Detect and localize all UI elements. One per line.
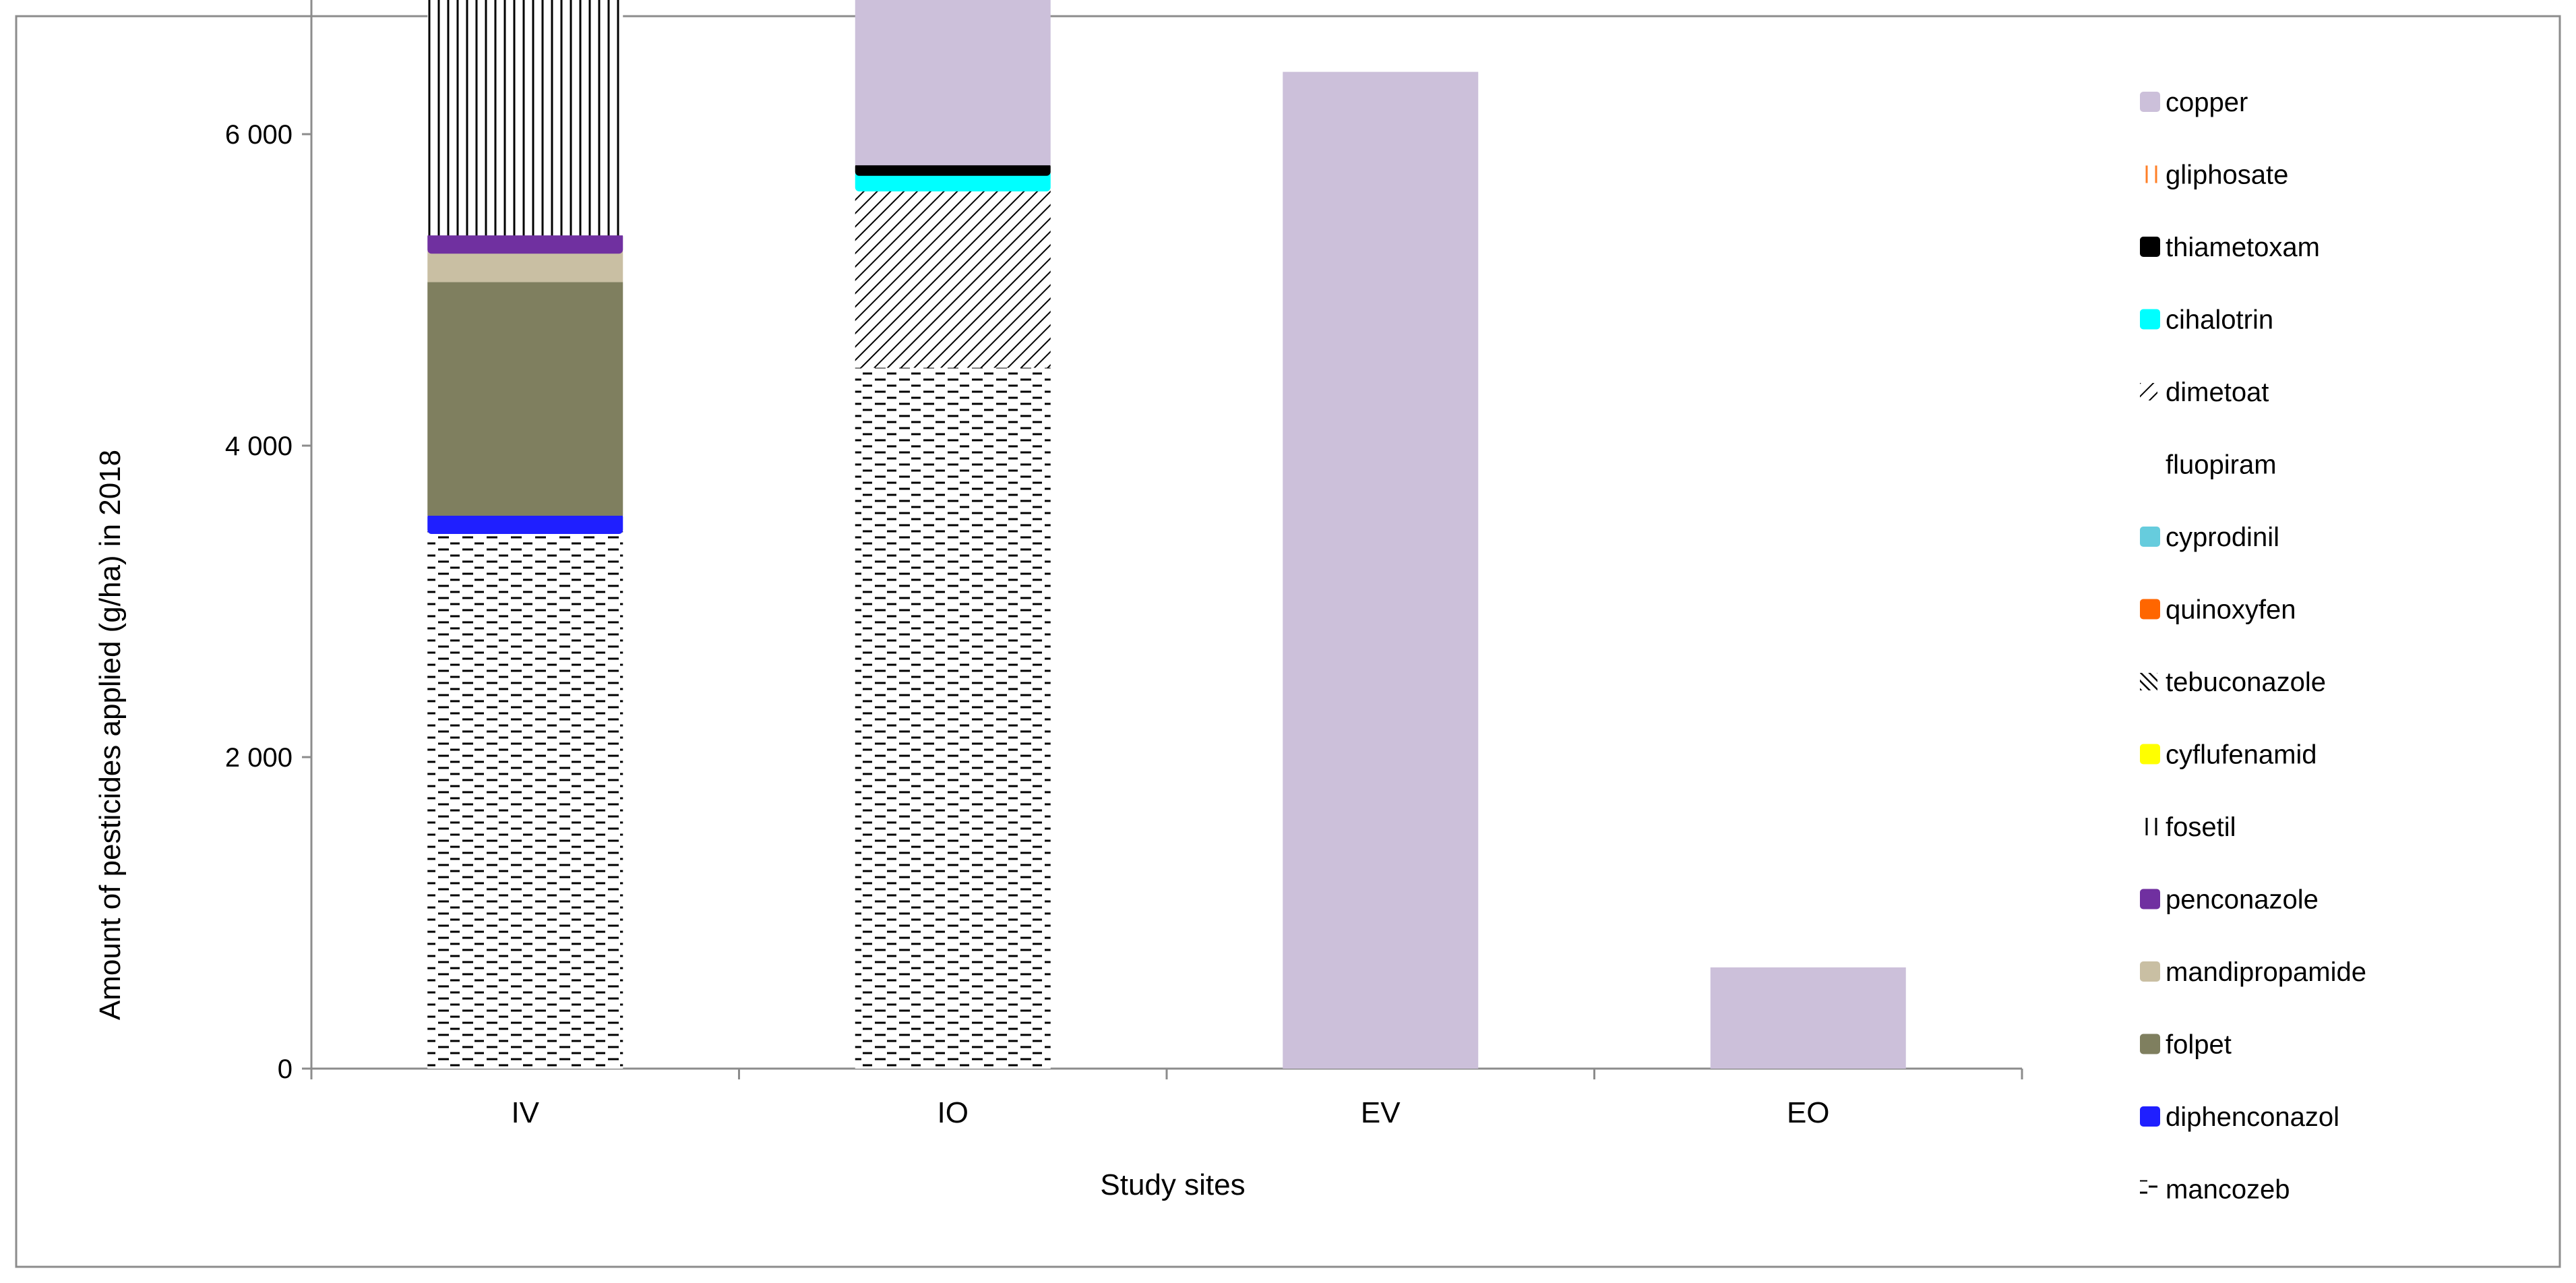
bar-ev-copper — [1283, 71, 1479, 1069]
legend-swatch — [2140, 454, 2160, 475]
legend-label: copper — [2166, 88, 2248, 117]
legend-label: quinoxyfen — [2166, 595, 2296, 625]
bar-io-thiametoxam — [855, 162, 1051, 176]
legend-swatch — [2140, 527, 2160, 547]
legend-swatch — [2140, 92, 2160, 112]
legend-item-mancozeb: mancozeb — [2140, 1175, 2290, 1205]
legend-item-folpet: folpet — [2140, 1030, 2232, 1060]
legend-label: cihalotrin — [2166, 305, 2273, 335]
legend-item-cyflufenamid: cyflufenamid — [2140, 740, 2317, 770]
legend-item-fluopiram: fluopiram — [2140, 450, 2277, 480]
bar-iv-diphenconazol — [427, 512, 623, 535]
legend-label: mandipropamide — [2166, 957, 2366, 987]
y-tick-label: 0 — [278, 1054, 293, 1084]
legend-swatch — [2140, 165, 2157, 183]
legend-label: fluopiram — [2166, 450, 2277, 480]
bar-iv-folpet — [427, 282, 623, 516]
legend-item-quinoxyfen: quinoxyfen — [2140, 595, 2296, 625]
legend-label: gliphosate — [2166, 160, 2288, 190]
bar-iv-mancozeb — [427, 531, 623, 1069]
legend-item-gliphosate: gliphosate — [2140, 160, 2288, 190]
legend-swatch — [2140, 309, 2160, 330]
legend-item-fosetil: fosetil — [2140, 812, 2236, 842]
legend-item-mandipropamide: mandipropamide — [2140, 957, 2366, 987]
legend-item-diphenconazol: diphenconazol — [2140, 1102, 2339, 1132]
legend-item-tebuconazole: tebuconazole — [2140, 667, 2326, 697]
x-axis-label: Study sites — [1100, 1168, 1245, 1201]
legend-swatch — [2140, 744, 2160, 765]
legend-label: diphenconazol — [2166, 1102, 2339, 1132]
legend-item-cyprodinil: cyprodinil — [2140, 523, 2279, 552]
bar-iv-mandipropamide — [427, 251, 623, 282]
legend-label: cyflufenamid — [2166, 740, 2317, 770]
y-tick-label: 2 000 — [225, 743, 293, 773]
bar-io-mancozeb — [855, 367, 1051, 1069]
legend-swatch — [2140, 1180, 2157, 1198]
legend-swatch — [2140, 1034, 2160, 1054]
legend-label: penconazole — [2166, 885, 2319, 915]
legend-label: folpet — [2166, 1030, 2232, 1060]
legend-label: dimetoat — [2166, 378, 2269, 407]
bar-eo-copper — [1710, 967, 1906, 1069]
legend-label: fosetil — [2166, 812, 2236, 842]
legend-label: mancozeb — [2166, 1175, 2290, 1205]
legend-swatch — [2140, 237, 2160, 257]
legend-label: cyprodinil — [2166, 523, 2279, 552]
legend-swatch — [2140, 599, 2160, 620]
legend-swatch — [2140, 818, 2157, 835]
y-axis-label: Amount of pesticides applied (g/ha) in 2… — [94, 450, 127, 1020]
y-tick-label: 6 000 — [225, 120, 293, 150]
legend-swatch — [2140, 1106, 2160, 1127]
legend-swatch — [2140, 673, 2157, 690]
legend-item-penconazole: penconazole — [2140, 885, 2319, 915]
x-tick-label-io: IO — [938, 1096, 969, 1129]
bar-iv-fosetil — [427, 0, 623, 236]
legend-label: thiametoxam — [2166, 233, 2320, 262]
legend-swatch — [2140, 961, 2160, 982]
legend-item-thiametoxam: thiametoxam — [2140, 233, 2320, 262]
bar-io-dimetoat — [855, 188, 1051, 368]
legend-label: tebuconazole — [2166, 667, 2326, 697]
y-tick-label: 4 000 — [225, 431, 293, 461]
legend-swatch — [2140, 889, 2160, 909]
legend-swatch — [2140, 383, 2157, 400]
legend-item-copper: copper — [2140, 88, 2248, 117]
legend-item-cihalotrin: cihalotrin — [2140, 305, 2273, 335]
bar-io-copper — [855, 0, 1051, 166]
bar-iv-penconazole — [427, 233, 623, 254]
x-tick-label-iv: IV — [511, 1096, 539, 1129]
x-tick-label-eo: EO — [1787, 1096, 1830, 1129]
legend-item-dimetoat: dimetoat — [2140, 378, 2269, 407]
x-tick-label-ev: EV — [1361, 1096, 1401, 1129]
legend: copper gliphosate thiametoxam cihalotrin dim… — [2140, 88, 2366, 1205]
